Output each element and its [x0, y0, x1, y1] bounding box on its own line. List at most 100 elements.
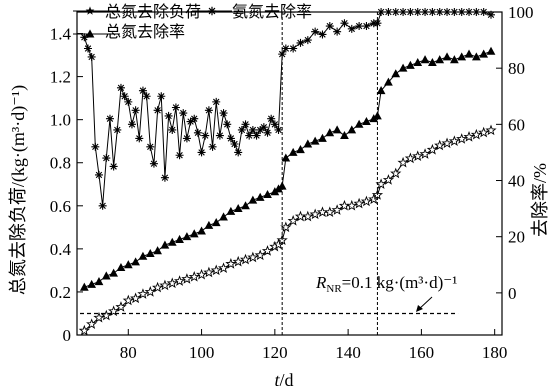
point-tn — [442, 52, 452, 61]
point-tn — [101, 271, 111, 280]
y-left-tick-label: 0.8 — [50, 154, 71, 173]
point-load — [404, 152, 417, 164]
y-left-tick-label: 0 — [63, 326, 72, 345]
legend-label-ammonia: 氨氮去除率 — [232, 3, 312, 21]
point-load — [232, 255, 244, 267]
point-load — [159, 279, 171, 291]
point-ammonia — [303, 36, 312, 45]
legend: 总氮去除负荷 氨氮去除率 总氮去除率 — [73, 3, 312, 41]
point-load — [195, 268, 208, 280]
point-tn — [94, 277, 104, 286]
point-tn — [189, 229, 199, 238]
point-tn — [219, 212, 228, 221]
point-ammonia — [153, 106, 162, 115]
y-right-tick-label: 40 — [508, 172, 525, 191]
point-ammonia — [193, 128, 202, 137]
point-tn — [479, 49, 489, 58]
point-ammonia — [146, 142, 155, 151]
point-load — [456, 133, 468, 144]
point-load — [397, 156, 409, 168]
point-ammonia — [182, 134, 191, 143]
point-load — [434, 139, 446, 151]
point-ammonia — [179, 109, 188, 118]
point-ammonia — [267, 114, 276, 123]
point-ammonia — [142, 92, 151, 101]
point-tn — [457, 52, 467, 61]
point-ammonia — [157, 92, 166, 101]
x-tick-label: 140 — [335, 343, 361, 362]
point-load — [360, 195, 373, 207]
point-load — [122, 294, 134, 306]
point-ammonia — [171, 103, 180, 112]
x-tick-label: 100 — [189, 343, 215, 362]
x-tick-label: 160 — [409, 343, 435, 362]
point-tn — [233, 204, 243, 213]
point-tn — [248, 195, 258, 204]
y-left-tick-label: 1.2 — [50, 68, 71, 87]
point-load — [280, 221, 292, 233]
point-tn — [310, 136, 320, 145]
legend-label-tn: 总氮去除率 — [105, 23, 185, 41]
point-tn — [241, 201, 250, 210]
reference-label: RNR=0.1 kg·(m³·d)⁻¹ — [315, 273, 457, 295]
point-ammonia — [131, 106, 140, 115]
point-ammonia — [281, 44, 290, 53]
point-tn — [182, 232, 192, 241]
x-tick-label: 180 — [482, 343, 508, 362]
point-load — [144, 286, 156, 297]
legend-marker-ammonia — [207, 6, 217, 16]
point-ammonia — [248, 125, 257, 134]
point-load — [353, 197, 365, 209]
y-left-tick-label: 0.6 — [50, 197, 71, 216]
point-ammonia — [197, 148, 206, 157]
point-ammonia — [149, 159, 158, 168]
point-tn — [428, 57, 437, 67]
point-load — [470, 128, 482, 140]
point-load — [375, 178, 387, 190]
point-tn — [116, 262, 126, 272]
point-load — [78, 324, 90, 336]
point-load — [441, 137, 453, 149]
point-load — [188, 270, 200, 282]
series-tn — [79, 46, 496, 291]
point-tn — [471, 52, 481, 61]
x-axis-label: t/d — [274, 370, 293, 390]
point-load — [225, 258, 237, 269]
y-axis-label-left: 总氮去除负荷/(kg·(m³·d)⁻¹) — [8, 85, 29, 295]
point-tn — [175, 234, 184, 243]
legend-label-load: 总氮去除负荷 — [105, 3, 201, 21]
point-load — [309, 208, 321, 220]
point-load — [261, 245, 274, 256]
point-tn — [79, 282, 89, 291]
point-ammonia — [234, 148, 243, 157]
x-tick-label: 120 — [262, 343, 288, 362]
point-tn — [420, 55, 430, 64]
point-ammonia — [175, 151, 184, 160]
point-tn — [263, 189, 272, 199]
point-load — [419, 148, 431, 159]
point-load — [166, 277, 178, 289]
point-tn — [391, 69, 401, 78]
point-ammonia — [164, 111, 173, 120]
point-load — [287, 214, 299, 226]
point-ammonia — [289, 44, 298, 53]
point-ammonia — [168, 125, 177, 134]
point-ammonia — [219, 109, 228, 118]
point-tn — [398, 63, 408, 72]
series-load — [78, 124, 497, 336]
point-ammonia — [87, 52, 96, 61]
y-right-tick-label: 80 — [508, 59, 525, 78]
point-tn — [332, 125, 342, 134]
series-line-tn — [84, 50, 492, 288]
point-load — [115, 301, 127, 312]
point-ammonia — [138, 86, 147, 95]
point-tn — [131, 257, 140, 266]
point-tn — [362, 116, 371, 125]
point-ammonia — [83, 44, 92, 53]
point-ammonia — [347, 24, 356, 33]
point-ammonia — [230, 140, 239, 149]
point-tn — [145, 248, 155, 257]
point-load — [412, 150, 424, 162]
y-right-tick-label: 0 — [508, 284, 517, 303]
point-load — [93, 311, 105, 323]
